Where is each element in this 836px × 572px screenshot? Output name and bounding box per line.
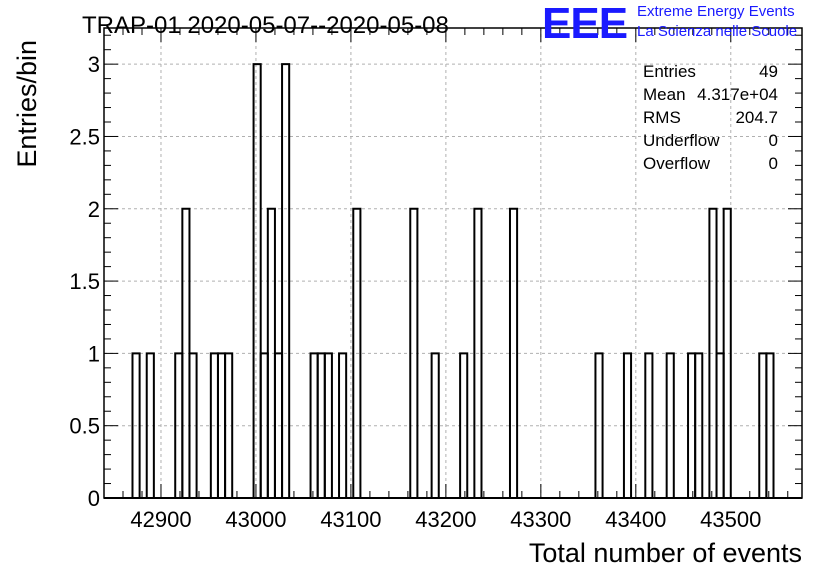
histogram-bar xyxy=(473,207,483,498)
x-tick-label: 42900 xyxy=(130,507,191,532)
logo-line-1: Extreme Energy Events xyxy=(637,3,795,20)
y-tick-label: 3 xyxy=(88,52,100,77)
eee-logo: EEE xyxy=(542,0,628,48)
histogram-bar xyxy=(665,352,675,498)
histogram-bar xyxy=(622,352,633,498)
x-tick-labels: 42900 43000 43100 43200 43300 43400 43500 xyxy=(130,507,761,532)
stats-label: Overflow xyxy=(643,154,711,173)
histogram-bar xyxy=(430,352,440,498)
histogram-bars xyxy=(104,63,802,499)
stats-label: Mean xyxy=(643,85,686,104)
histogram-bar xyxy=(694,352,704,498)
stats-label: Underflow xyxy=(643,131,720,150)
y-tick-labels: 0 0.5 1 1.5 2 2.5 3 xyxy=(69,52,100,511)
x-tick-label: 43000 xyxy=(225,507,286,532)
histogram-bar xyxy=(323,352,333,498)
grid-lines xyxy=(104,28,802,498)
y-tick-label: 0.5 xyxy=(69,414,100,439)
x-tick-label: 43400 xyxy=(605,507,666,532)
x-tick-label: 43200 xyxy=(415,507,476,532)
histogram-bar xyxy=(409,207,419,498)
stats-value: 4.317e+04 xyxy=(697,85,778,104)
histogram-bar xyxy=(338,352,348,498)
histogram-bar xyxy=(508,207,519,498)
x-tick-label: 43300 xyxy=(510,507,571,532)
stats-box: Entries 49 Mean 4.317e+04 RMS 204.7 Underflow 0… xyxy=(643,62,778,173)
histogram-bar xyxy=(594,352,604,498)
histogram-bar xyxy=(352,207,362,498)
plot-frame xyxy=(103,27,803,499)
x-axis-title: Total number of events xyxy=(529,538,802,568)
stats-value: 49 xyxy=(759,62,778,81)
stats-value: 0 xyxy=(769,154,778,173)
stats-label: Entries xyxy=(643,62,696,81)
histogram-bar xyxy=(281,63,291,498)
x-tick-label: 43100 xyxy=(320,507,381,532)
histogram-bar xyxy=(644,352,654,498)
axis-ticks xyxy=(103,28,802,499)
histogram-bar xyxy=(252,63,262,498)
y-tick-label: 2 xyxy=(88,197,100,222)
histogram-bar xyxy=(188,352,198,498)
histogram-bar xyxy=(765,352,775,498)
stats-value: 0 xyxy=(769,131,778,150)
y-axis-title: Entries/bin xyxy=(12,40,42,168)
histogram-bar xyxy=(722,207,732,498)
logo-line-2: La Scienza nelle Scuole xyxy=(637,23,798,40)
histogram-bar xyxy=(145,352,155,498)
histogram-bar xyxy=(459,352,469,498)
stats-value: 204.7 xyxy=(735,108,778,127)
y-tick-label: 2.5 xyxy=(69,124,100,149)
y-tick-label: 1 xyxy=(88,341,100,366)
y-tick-label: 1.5 xyxy=(69,269,100,294)
histogram-bar xyxy=(131,352,141,498)
stats-label: RMS xyxy=(643,108,681,127)
x-tick-label: 43500 xyxy=(700,507,761,532)
y-tick-label: 0 xyxy=(88,486,100,511)
chart-title: TRAP-01 2020-05-07--2020-05-08 xyxy=(82,12,449,39)
histogram-bar xyxy=(224,352,234,498)
